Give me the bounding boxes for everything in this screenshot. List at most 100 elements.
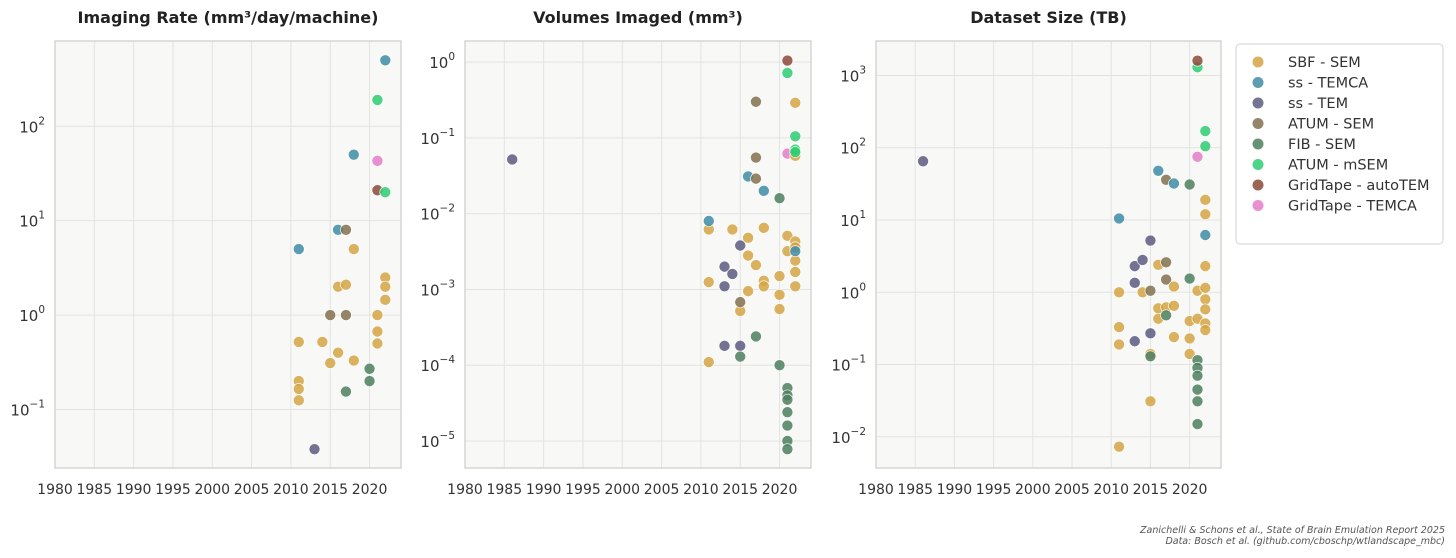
data-point — [348, 149, 359, 160]
data-point — [293, 244, 304, 255]
x-tick-label: 2005 — [234, 482, 270, 498]
x-tick-label: 2000 — [1015, 482, 1051, 498]
data-point — [735, 340, 746, 351]
data-point — [325, 310, 336, 321]
data-point — [1161, 257, 1172, 268]
legend-marker — [1253, 180, 1264, 191]
data-point — [317, 336, 328, 347]
data-point — [782, 444, 793, 455]
data-point — [1153, 165, 1164, 176]
data-point — [758, 185, 769, 196]
data-point — [782, 67, 793, 78]
data-point — [774, 193, 785, 204]
data-point — [340, 386, 351, 397]
legend-marker — [1253, 98, 1264, 109]
panel-2: 1980 1985 1990 1995 2000 2005 2010 2015 202010−5… — [420, 8, 811, 498]
data-point — [703, 277, 714, 288]
data-point — [348, 355, 359, 366]
data-point — [325, 358, 336, 369]
data-point — [340, 310, 351, 321]
data-point — [372, 338, 383, 349]
legend-label: GridTape - autoTEM — [1288, 178, 1430, 194]
data-point — [380, 55, 391, 66]
legend-marker — [1253, 57, 1264, 68]
data-point — [348, 244, 359, 255]
data-point — [1184, 333, 1195, 344]
data-point — [1200, 294, 1211, 305]
legend-label: SBF - SEM — [1288, 55, 1361, 71]
y-tick-label: 10−2 — [420, 203, 455, 224]
data-point — [372, 94, 383, 105]
data-point — [1145, 328, 1156, 339]
data-point — [1129, 336, 1140, 347]
x-tick-label: 1995 — [155, 482, 191, 498]
data-point — [333, 347, 344, 358]
data-point — [774, 271, 785, 282]
data-point — [743, 286, 754, 297]
data-point — [1200, 282, 1211, 293]
data-point — [1192, 396, 1203, 407]
y-tick-label: 10−5 — [420, 430, 455, 451]
data-point — [1200, 261, 1211, 272]
x-tick-label: 1985 — [486, 482, 522, 498]
data-point — [1168, 281, 1179, 292]
x-tick-label: 2015 — [722, 482, 758, 498]
y-tick-label: 102 — [840, 137, 866, 158]
y-tick-label: 103 — [840, 64, 866, 85]
data-point — [293, 395, 304, 406]
data-point — [790, 266, 801, 277]
x-tick-label: 2020 — [352, 482, 388, 498]
legend-marker — [1253, 118, 1264, 129]
data-point — [340, 279, 351, 290]
legend-marker — [1253, 139, 1264, 150]
y-tick-label: 100 — [840, 281, 866, 302]
legend-marker — [1253, 200, 1264, 211]
data-point — [774, 289, 785, 300]
data-point — [782, 394, 793, 405]
data-point — [380, 187, 391, 198]
data-point — [774, 360, 785, 371]
data-point — [1161, 310, 1172, 321]
x-tick-label: 1995 — [976, 482, 1012, 498]
data-point — [735, 351, 746, 362]
x-tick-label: 1980 — [447, 482, 483, 498]
x-tick-label: 1985 — [76, 482, 112, 498]
data-point — [790, 281, 801, 292]
x-tick-label: 2020 — [762, 482, 798, 498]
x-tick-label: 2020 — [1172, 482, 1208, 498]
data-point — [1114, 322, 1125, 333]
y-tick-label: 10−3 — [420, 278, 455, 299]
data-point — [1200, 304, 1211, 315]
data-point — [790, 131, 801, 142]
data-point — [790, 246, 801, 257]
data-point — [1114, 441, 1125, 452]
data-point — [743, 232, 754, 243]
plot-area — [55, 41, 401, 468]
data-point — [719, 340, 730, 351]
figure: 1980 1985 1990 1995 2000 2005 2010 2015 202010−1… — [0, 0, 1456, 558]
data-point — [750, 331, 761, 342]
legend-label: GridTape - TEMCA — [1288, 199, 1417, 215]
data-point — [1200, 230, 1211, 241]
legend-marker — [1253, 77, 1264, 88]
data-point — [750, 152, 761, 163]
data-point — [1137, 254, 1148, 265]
data-point — [1145, 396, 1156, 407]
panel-title: Dataset Size (TB) — [970, 8, 1127, 27]
data-point — [372, 155, 383, 166]
data-point — [735, 297, 746, 308]
data-point — [1200, 209, 1211, 220]
y-tick-label: 10−2 — [831, 426, 866, 447]
credit-line-2: Data: Bosch et al. (github.com/cboschp/w… — [1165, 536, 1445, 547]
data-point — [1168, 300, 1179, 311]
data-point — [1145, 351, 1156, 362]
x-tick-label: 1990 — [116, 482, 152, 498]
legend-label: ss - TEM — [1288, 96, 1348, 112]
x-tick-label: 2005 — [1054, 482, 1090, 498]
x-tick-label: 2010 — [1093, 482, 1129, 498]
panel-title: Imaging Rate (mm³/day/machine) — [78, 8, 379, 27]
credit-line-1: Zanichelli & Schons et al., State of Bra… — [1140, 525, 1445, 536]
legend-label: ss - TEMCA — [1288, 76, 1368, 92]
data-point — [750, 96, 761, 107]
x-tick-label: 2000 — [604, 482, 640, 498]
